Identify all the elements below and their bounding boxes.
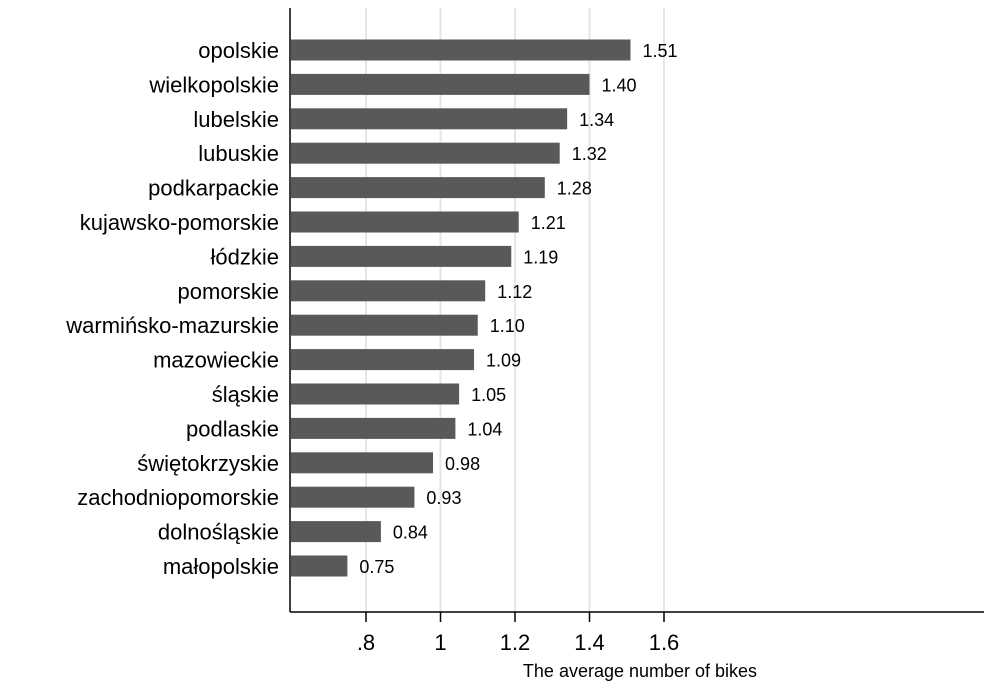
bar xyxy=(291,142,560,164)
value-labels: 1.511.40 1.34 1.32 1.28 1.21 1.19 1.12 1.10 1.09… xyxy=(359,41,677,577)
category-label: mazowieckie xyxy=(153,348,279,373)
value-label: 1.09 xyxy=(486,351,521,371)
category-label: opolskie xyxy=(198,38,279,63)
category-label: śląskie xyxy=(212,382,279,407)
x-tick-label: 1.4 xyxy=(574,630,605,655)
bar xyxy=(291,245,512,267)
category-labels: opolskie wielkopolskie lubelskie lubuskie po… xyxy=(65,38,279,579)
category-label: świętokrzyskie xyxy=(137,451,279,476)
value-label: 1.21 xyxy=(531,213,566,233)
x-tick-label: .8 xyxy=(357,630,375,655)
value-label: 1.32 xyxy=(572,144,607,164)
bar xyxy=(291,417,456,439)
gridlines xyxy=(365,8,665,612)
category-label: łódzkie xyxy=(211,244,279,269)
value-label: 0.84 xyxy=(393,523,428,543)
category-label: warmińsko-mazurskie xyxy=(65,313,279,338)
category-label: podkarpackie xyxy=(148,176,279,201)
value-label: 1.04 xyxy=(467,419,502,439)
x-tick-label: 1 xyxy=(434,630,446,655)
bar xyxy=(291,73,590,95)
bar xyxy=(291,39,631,61)
category-label: lubuskie xyxy=(198,141,279,166)
category-label: pomorskie xyxy=(178,279,279,304)
bar xyxy=(291,521,381,543)
value-label: 1.40 xyxy=(602,75,637,95)
bar xyxy=(291,452,434,474)
value-label: 0.93 xyxy=(426,488,461,508)
value-label: 0.98 xyxy=(445,454,480,474)
value-label: 1.19 xyxy=(523,247,558,267)
x-tick-label: 1.2 xyxy=(500,630,531,655)
value-label: 1.10 xyxy=(490,316,525,336)
bar xyxy=(291,486,415,508)
category-label: małopolskie xyxy=(163,554,279,579)
value-label: 1.34 xyxy=(579,110,614,130)
value-label: 1.51 xyxy=(642,41,677,61)
category-label: lubelskie xyxy=(193,107,279,132)
bar xyxy=(291,108,568,130)
bar xyxy=(291,211,519,233)
bar xyxy=(291,349,475,371)
axes: .8 1 1.2 1.4 1.6 xyxy=(289,8,984,655)
category-label: podlaskie xyxy=(186,416,279,441)
bar xyxy=(291,177,545,199)
category-label: zachodniopomorskie xyxy=(77,485,279,510)
value-label: 1.12 xyxy=(497,282,532,302)
bar xyxy=(291,314,478,336)
category-label: dolnośląskie xyxy=(158,520,279,545)
category-label: wielkopolskie xyxy=(148,72,279,97)
bar xyxy=(291,383,460,405)
bars xyxy=(291,39,631,577)
x-tick-label: 1.6 xyxy=(649,630,680,655)
value-label: 1.05 xyxy=(471,385,506,405)
x-axis-title: The average number of bikes xyxy=(523,661,757,681)
bar xyxy=(291,280,486,302)
value-label: 1.28 xyxy=(557,179,592,199)
category-label: kujawsko-pomorskie xyxy=(80,210,279,235)
value-label: 0.75 xyxy=(359,557,394,577)
bar xyxy=(291,555,348,577)
